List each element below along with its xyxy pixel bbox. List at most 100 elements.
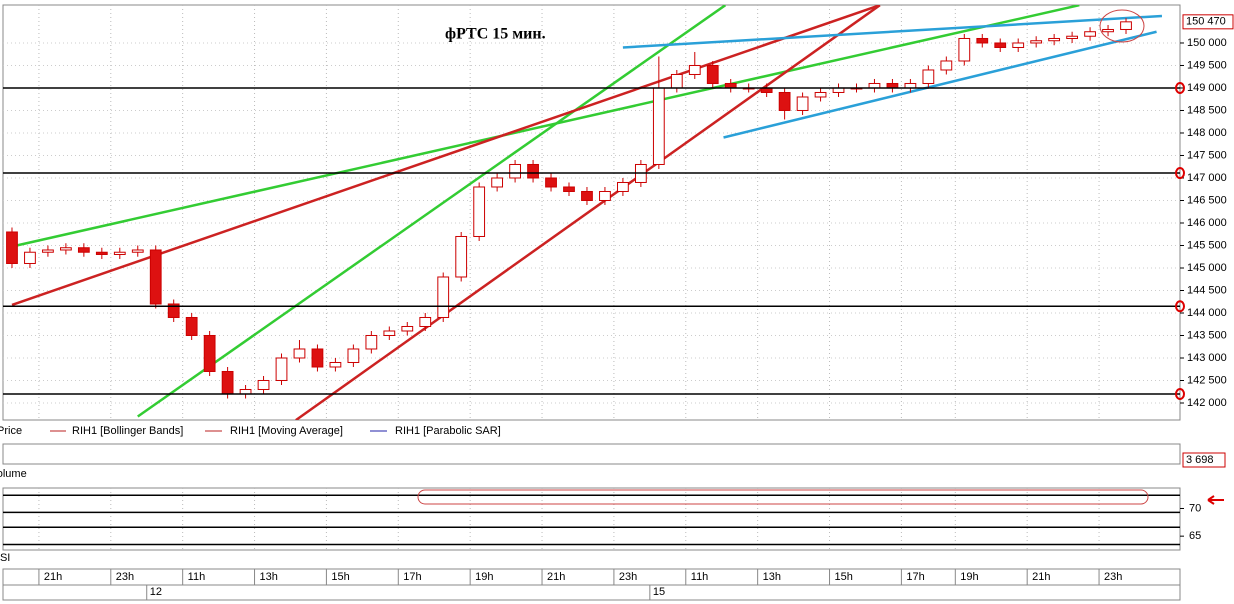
x-tick-label: 21h bbox=[44, 571, 62, 583]
y-tick-label: 149 000 bbox=[1187, 82, 1227, 94]
candle-body bbox=[113, 251, 126, 255]
candle-body bbox=[545, 177, 557, 188]
candle-body bbox=[778, 91, 791, 111]
candle-body bbox=[527, 163, 539, 179]
y-tick-label: 146 000 bbox=[1187, 217, 1227, 229]
x-tick-label: 23h bbox=[116, 571, 134, 583]
candle-body bbox=[221, 370, 234, 395]
candle-body bbox=[652, 87, 665, 165]
x-tick-label: 15h bbox=[835, 571, 853, 583]
x-tick-label: 21h bbox=[1032, 571, 1050, 583]
candle-body bbox=[42, 249, 54, 253]
candle-body bbox=[473, 186, 486, 237]
rsi-tick-label: 70 bbox=[1189, 502, 1201, 514]
y-tick-label: 147 000 bbox=[1187, 172, 1227, 184]
candle-body bbox=[59, 247, 72, 251]
candle-body bbox=[203, 334, 216, 372]
candle-body bbox=[1048, 37, 1061, 42]
rsi-panel bbox=[2, 487, 1181, 551]
y-tick-label: 148 500 bbox=[1187, 104, 1227, 116]
legend-item: Price bbox=[0, 425, 22, 437]
x-tick-label: 19h bbox=[960, 571, 978, 583]
candle-body bbox=[509, 163, 521, 179]
level-marker bbox=[1175, 81, 1185, 94]
trend-line bbox=[295, 5, 881, 420]
candle-body bbox=[419, 316, 432, 327]
date-axis bbox=[2, 584, 1181, 601]
trend-line bbox=[137, 5, 727, 418]
candle-body bbox=[329, 361, 342, 368]
candle-body bbox=[617, 181, 629, 192]
candle-body bbox=[688, 64, 701, 75]
candle-body bbox=[6, 231, 18, 264]
candle-body bbox=[347, 348, 360, 363]
candle-body bbox=[383, 330, 396, 336]
y-tick-label: 150 000 bbox=[1187, 37, 1227, 49]
y-tick-label: 149 500 bbox=[1187, 59, 1227, 71]
y-tick-label: 142 500 bbox=[1187, 374, 1227, 386]
rsi-label: RSI bbox=[0, 552, 10, 564]
x-tick-label: 17h bbox=[906, 571, 924, 583]
candle-body bbox=[401, 325, 414, 332]
candle-body bbox=[994, 42, 1007, 48]
candle-body bbox=[1030, 40, 1043, 44]
volume-tag bbox=[1182, 452, 1226, 468]
volume-tag-label: 3 698 bbox=[1186, 454, 1214, 466]
candle-body bbox=[455, 235, 468, 278]
trend-line bbox=[6, 5, 1080, 249]
legend-item: RIH1 [Bollinger Bands] bbox=[72, 425, 183, 437]
candle-body bbox=[257, 379, 270, 390]
candle-body bbox=[77, 247, 90, 253]
level-marker bbox=[1175, 300, 1185, 313]
candle-body bbox=[1120, 21, 1132, 30]
candle-body bbox=[311, 348, 324, 368]
x-tick-label: 13h bbox=[260, 571, 278, 583]
price-tag-label: 150 470 bbox=[1186, 16, 1226, 28]
candle-body bbox=[167, 303, 180, 318]
y-tick-label: 144 000 bbox=[1187, 307, 1227, 319]
x-tick-label: 23h bbox=[619, 571, 637, 583]
price-tag bbox=[1182, 14, 1234, 30]
legend-item: RIH1 [Moving Average] bbox=[230, 425, 343, 437]
candle-body bbox=[1084, 31, 1096, 37]
candle-body bbox=[95, 251, 108, 255]
candle-body bbox=[149, 249, 162, 305]
plot-area bbox=[3, 5, 1180, 420]
level-marker bbox=[1175, 167, 1185, 180]
date-label: 15 bbox=[653, 586, 665, 598]
x-tick-label: 11h bbox=[188, 571, 206, 583]
candle-body bbox=[491, 177, 504, 188]
candle-body bbox=[293, 348, 306, 359]
candle-body bbox=[976, 37, 989, 44]
candle-body bbox=[796, 96, 809, 111]
candle-body bbox=[1102, 28, 1114, 33]
x-tick-label: 19h bbox=[475, 571, 493, 583]
candle-body bbox=[275, 357, 288, 381]
y-tick-label: 144 500 bbox=[1187, 284, 1227, 296]
y-tick-label: 143 500 bbox=[1187, 329, 1227, 341]
trend-line bbox=[723, 30, 1157, 139]
x-tick-label: 23h bbox=[1104, 571, 1122, 583]
y-tick-label: 145 000 bbox=[1187, 262, 1227, 274]
highlight bbox=[1099, 9, 1145, 43]
y-tick-label: 143 000 bbox=[1187, 352, 1227, 364]
candle-body bbox=[185, 316, 198, 336]
rsi-tick-label: 65 bbox=[1189, 530, 1201, 542]
candle-body bbox=[922, 69, 935, 84]
trend-line bbox=[622, 14, 1163, 49]
candle-body bbox=[706, 64, 719, 84]
date-label: 12 bbox=[150, 586, 162, 598]
candle-body bbox=[24, 251, 36, 264]
legend: Price RIH1 [Bollinger Bands] RIH1 [Movin… bbox=[0, 425, 501, 437]
x-tick-label: 21h bbox=[547, 571, 565, 583]
candle-body bbox=[581, 190, 593, 201]
candle-body bbox=[670, 73, 683, 89]
chart-title: фРТС 15 мин. bbox=[445, 26, 546, 43]
y-tick-label: 147 500 bbox=[1187, 149, 1227, 161]
y-tick-label: 142 000 bbox=[1187, 397, 1227, 409]
candle-body bbox=[1012, 42, 1025, 48]
x-tick-label: 13h bbox=[763, 571, 781, 583]
volume-label: Volume bbox=[0, 468, 27, 480]
volume-panel bbox=[2, 443, 1181, 465]
